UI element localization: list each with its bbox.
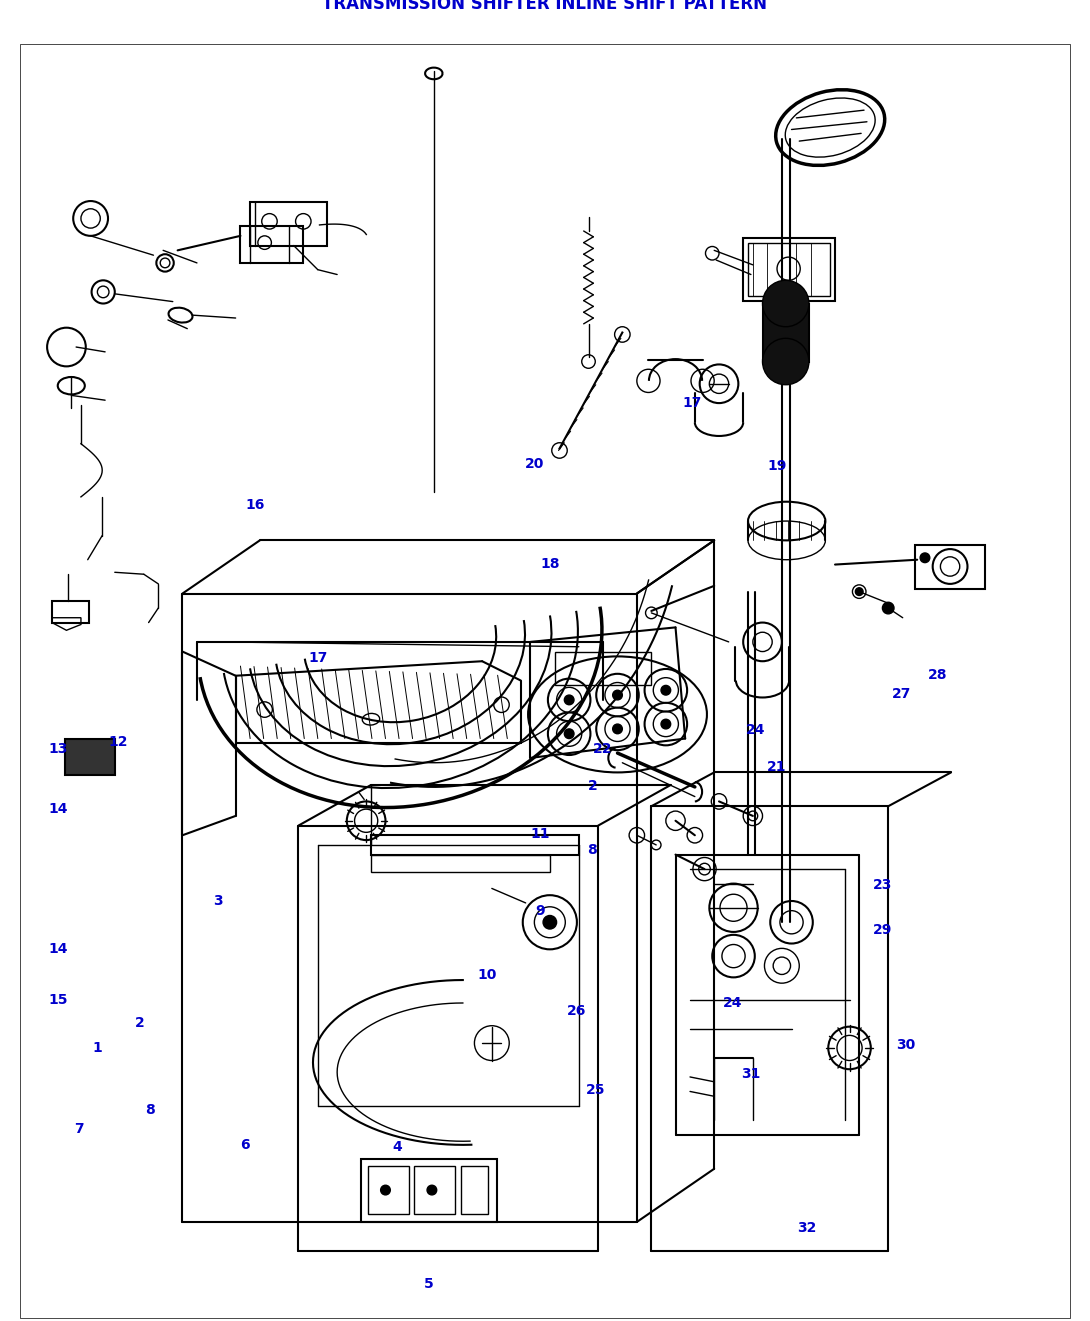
Text: 7: 7 <box>74 1123 84 1136</box>
Bar <box>64 738 114 775</box>
Text: 24: 24 <box>723 996 742 1009</box>
Text: 8: 8 <box>588 843 597 856</box>
Text: 21: 21 <box>767 760 787 774</box>
Bar <box>414 1166 456 1214</box>
Circle shape <box>856 588 863 596</box>
Bar <box>461 1166 488 1214</box>
Bar <box>361 1159 497 1222</box>
Text: 14: 14 <box>48 942 68 956</box>
Text: 19: 19 <box>767 460 787 473</box>
Bar <box>748 243 831 296</box>
Text: 22: 22 <box>593 741 613 756</box>
Text: 13: 13 <box>48 741 68 756</box>
Text: 2: 2 <box>134 1016 144 1030</box>
Circle shape <box>920 553 930 563</box>
Text: 27: 27 <box>892 687 911 701</box>
Bar <box>763 304 809 362</box>
Bar <box>371 855 549 872</box>
Text: 16: 16 <box>245 498 265 511</box>
Text: 1: 1 <box>93 1041 102 1054</box>
Circle shape <box>661 719 670 729</box>
Circle shape <box>565 729 574 738</box>
Text: 8: 8 <box>145 1103 155 1118</box>
Circle shape <box>613 691 622 700</box>
Text: 9: 9 <box>535 904 545 918</box>
Text: 25: 25 <box>585 1083 605 1096</box>
Circle shape <box>613 724 622 733</box>
Bar <box>368 1166 409 1214</box>
Bar <box>52 601 88 622</box>
Text: 6: 6 <box>240 1137 250 1152</box>
Text: 31: 31 <box>741 1067 760 1082</box>
Text: 26: 26 <box>567 1004 586 1017</box>
Circle shape <box>883 602 894 614</box>
Circle shape <box>763 338 809 384</box>
Text: TRANSMISSION SHIFTER INLINE SHIFT PATTERN: TRANSMISSION SHIFTER INLINE SHIFT PATTER… <box>323 0 767 13</box>
Bar <box>241 226 303 263</box>
Text: 2: 2 <box>588 779 597 793</box>
Circle shape <box>543 915 557 929</box>
Text: 12: 12 <box>109 736 128 749</box>
Bar <box>250 202 327 246</box>
Text: 23: 23 <box>872 878 892 893</box>
Circle shape <box>763 280 809 326</box>
Text: 18: 18 <box>541 556 560 571</box>
Text: 28: 28 <box>929 667 948 682</box>
Text: 17: 17 <box>308 651 328 664</box>
Circle shape <box>565 695 574 704</box>
Text: 14: 14 <box>48 802 68 816</box>
Text: 10: 10 <box>477 968 497 982</box>
Text: 30: 30 <box>896 1038 915 1052</box>
Text: 32: 32 <box>797 1221 816 1235</box>
Bar <box>555 651 652 686</box>
Text: 17: 17 <box>682 395 702 410</box>
Circle shape <box>661 686 670 695</box>
Text: 4: 4 <box>392 1140 402 1155</box>
Bar <box>371 835 579 855</box>
Text: 20: 20 <box>524 457 544 472</box>
Bar <box>743 238 835 301</box>
Bar <box>916 546 985 589</box>
Text: 29: 29 <box>872 923 892 937</box>
Text: 15: 15 <box>48 993 68 1008</box>
Text: 3: 3 <box>214 894 223 908</box>
Text: 11: 11 <box>530 827 549 841</box>
Text: 5: 5 <box>424 1277 434 1291</box>
Text: 24: 24 <box>746 723 765 737</box>
Circle shape <box>380 1185 390 1196</box>
Circle shape <box>427 1185 437 1196</box>
